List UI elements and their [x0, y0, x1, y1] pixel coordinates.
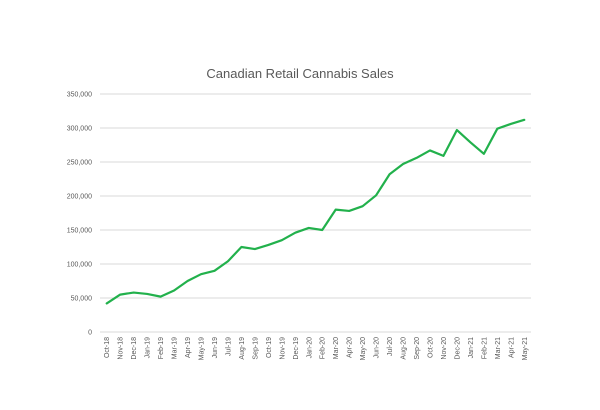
y-tick-label: 0	[88, 330, 92, 337]
x-tick-label: Oct-20	[427, 337, 434, 358]
x-tick-label: Aug-20	[401, 337, 408, 360]
x-tick-label: Apr-20	[347, 337, 354, 358]
x-tick-label: Jul-19	[225, 337, 232, 356]
x-tick-label: Jan-20	[306, 337, 313, 359]
x-tick-label: Mar-21	[495, 337, 502, 359]
x-tick-label: Mar-20	[333, 337, 340, 359]
x-tick-label: Apr-21	[508, 337, 515, 358]
x-tick-label: Jun-20	[374, 337, 381, 359]
x-tick-label: Sep-20	[414, 337, 421, 360]
y-tick-label: 200,000	[67, 194, 92, 201]
x-tick-label: Dec-20	[454, 337, 461, 360]
y-tick-label: 300,000	[67, 126, 92, 133]
x-tick-label: Jan-19	[145, 337, 152, 359]
x-tick-label: Jul-20	[387, 337, 394, 356]
series-line	[105, 118, 526, 305]
x-tick-label: Feb-20	[320, 337, 327, 359]
x-tick-label: Jan-21	[468, 337, 475, 359]
x-tick-label: Mar-19	[172, 337, 179, 359]
x-tick-label: Oct-18	[104, 337, 111, 358]
x-tick-label: May-19	[199, 337, 206, 360]
x-tick-label: Dec-18	[131, 337, 138, 360]
x-tick-label: Dec-19	[293, 337, 300, 360]
x-tick-label: Sep-19	[252, 337, 259, 360]
x-tick-label: Apr-19	[185, 337, 192, 358]
x-tick-label: Nov-18	[118, 337, 125, 360]
x-tick-label: Nov-19	[279, 337, 286, 360]
y-tick-label: 50,000	[71, 296, 93, 303]
y-tick-label: 150,000	[67, 228, 92, 235]
x-tick-label: Feb-21	[481, 337, 488, 359]
x-tick-label: May-20	[360, 337, 367, 360]
x-tick-label: May-21	[522, 337, 529, 360]
chart-title: Canadian Retail Cannabis Sales	[206, 66, 394, 81]
x-tick-label: Feb-19	[158, 337, 165, 359]
x-tick-label: Aug-19	[239, 337, 246, 360]
x-tick-label: Oct-19	[266, 337, 273, 358]
y-tick-label: 250,000	[67, 160, 92, 167]
x-tick-label: Nov-20	[441, 337, 448, 360]
x-tick-label: Jun-19	[212, 337, 219, 359]
y-tick-label: 100,000	[67, 262, 92, 269]
y-tick-label: 350,000	[67, 92, 92, 99]
